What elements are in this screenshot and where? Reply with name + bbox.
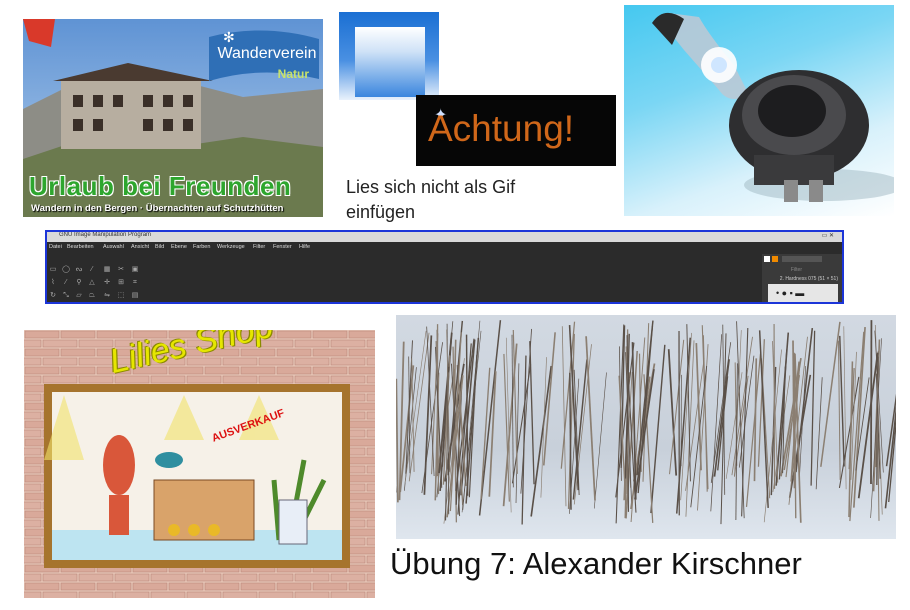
gimp-title-bar: GNU Image Manipulation Program ▭ ✕ — [47, 232, 842, 242]
menu-ebene[interactable]: Ebene — [171, 244, 187, 250]
badge-title: Wanderverein — [217, 45, 317, 62]
gimp-window-title: GNU Image Manipulation Program — [59, 232, 152, 238]
sparkle-icon: ✦ — [434, 107, 448, 124]
edelweiss-icon: ✻ — [223, 29, 235, 45]
move-tool-icon[interactable]: ✛ — [104, 279, 110, 286]
snowy-reeds-image — [396, 315, 896, 539]
gimp-toolbox: ▭ ◯ ᔓ ⁄ ▦ ✂ ▣ ⌇ ⁄ ⚲ △ ✛ ⊞ ⌗ ↻ ⤡ ▱ ⏢ ⇋ ⬚ … — [49, 258, 145, 302]
paths-tool-icon[interactable]: ⌇ — [51, 279, 55, 286]
crop-tool-icon[interactable]: ⌗ — [133, 279, 137, 286]
menu-filter[interactable]: Filter — [253, 244, 266, 250]
rect-select-tool-icon[interactable]: ▭ — [49, 266, 57, 273]
brush-preview-grid[interactable]: • ● ▪ ▬ — [768, 284, 838, 302]
exercise-caption: Übung 7: Alexander Kirschner — [390, 546, 802, 581]
menu-farben[interactable]: Farben — [193, 244, 211, 250]
menu-auswahl[interactable]: Auswahl — [103, 244, 124, 250]
perspective-tool-icon[interactable]: ⏢ — [89, 292, 95, 299]
zoom-tool-icon[interactable]: ⚲ — [76, 279, 82, 286]
brush-dots-icon: • ● ▪ ▬ — [776, 288, 805, 298]
foreground-select-tool-icon[interactable]: ▣ — [131, 266, 139, 273]
poster-headline: Urlaub bei Freunden — [29, 171, 292, 201]
lasso-tool-icon[interactable]: ᔓ — [75, 266, 83, 273]
fg-color-swatch[interactable] — [764, 256, 770, 262]
magic-wand-tool-icon[interactable]: ⁄ — [91, 266, 93, 273]
window-controls[interactable]: ▭ ✕ — [821, 233, 834, 239]
achtung-banner: ✦ Achtung! — [416, 95, 616, 166]
gif-note: Lies sich nicht als Gif einfügen — [346, 177, 516, 222]
achtung-text: Achtung! — [428, 108, 575, 149]
hiking-club-badge: ✻ Wanderverein Natur — [217, 29, 317, 85]
measure-tool-icon[interactable]: △ — [89, 279, 95, 286]
hut-poster-image: ✻ Wanderverein Natur Urlaub bei Freunden… — [23, 19, 323, 217]
menu-ansicht[interactable]: Ansicht — [131, 244, 150, 250]
menu-bearbeiten[interactable]: Bearbeiten — [67, 244, 94, 250]
cage-tool-icon[interactable]: ⬚ — [117, 292, 125, 299]
brush-filter-field[interactable]: Filter — [790, 267, 802, 273]
brush-name-label: 2. Hardness 075 (51 × 51) — [779, 276, 838, 282]
gimp-screenshot: GNU Image Manipulation Program ▭ ✕ Datei… — [45, 230, 844, 304]
poster-tagline: Wandern in den Bergen · Übernachten auf … — [31, 203, 284, 214]
lilies-shop-image: Lilies Shop AUSVERKAUF — [24, 330, 375, 598]
shear-tool-icon[interactable]: ▱ — [76, 292, 82, 299]
align-tool-icon[interactable]: ⊞ — [118, 279, 124, 286]
gradient-inner-square — [355, 27, 425, 97]
headlight-bulb-image — [624, 5, 894, 216]
gradient-square-image — [339, 12, 439, 100]
menu-bild[interactable]: Bild — [155, 244, 165, 250]
gimp-menu-bar: Datei Bearbeiten Auswahl Ansicht Bild Eb… — [47, 243, 842, 254]
menu-hilfe[interactable]: Hilfe — [299, 244, 311, 250]
badge-subtitle: Natur — [277, 67, 309, 81]
menu-werkzeuge[interactable]: Werkzeuge — [217, 244, 245, 250]
dock-tabs[interactable] — [782, 256, 822, 262]
color-picker-tool-icon[interactable]: ⁄ — [65, 279, 67, 286]
warp-tool-icon[interactable]: ▤ — [131, 292, 139, 299]
bg-color-swatch[interactable] — [772, 256, 778, 262]
by-color-select-tool-icon[interactable]: ▦ — [103, 266, 111, 273]
rotate-tool-icon[interactable]: ↻ — [50, 292, 56, 299]
ellipse-select-tool-icon[interactable]: ◯ — [62, 266, 70, 273]
menu-fenster[interactable]: Fenster — [273, 244, 292, 250]
flip-tool-icon[interactable]: ⇋ — [104, 292, 110, 299]
menu-datei[interactable]: Datei — [49, 244, 62, 250]
scissors-tool-icon[interactable]: ✂ — [118, 266, 124, 273]
scale-tool-icon[interactable]: ⤡ — [63, 292, 69, 299]
